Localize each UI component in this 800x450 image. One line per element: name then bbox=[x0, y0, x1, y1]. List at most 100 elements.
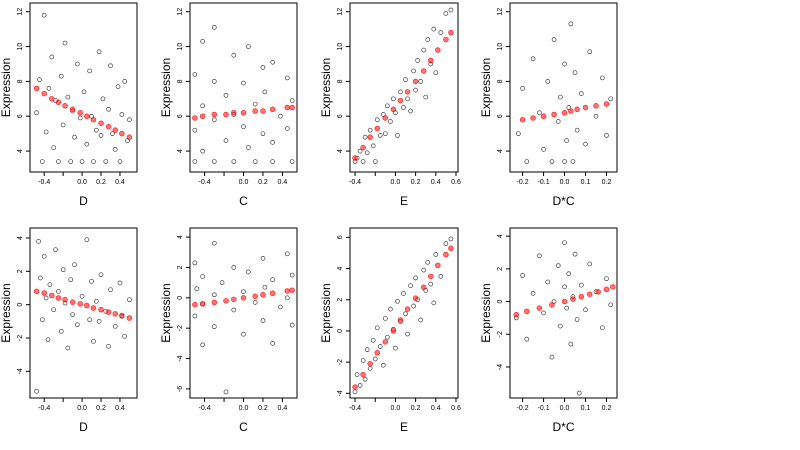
panel-row1-col1: -0.4 0.0 0.2 0.4 4 6 8 10 12 D Expression bbox=[0, 2, 138, 208]
observed-point bbox=[39, 317, 45, 323]
y-tick-label: 2 bbox=[17, 269, 24, 273]
fitted-point bbox=[211, 111, 218, 118]
plot-frame bbox=[509, 2, 618, 173]
observed-point bbox=[270, 277, 276, 282]
x-tick-label: -0.4 bbox=[349, 405, 361, 412]
observed-point bbox=[587, 49, 593, 55]
x-tick-label: 0.0 bbox=[239, 405, 249, 412]
observed-point bbox=[37, 77, 42, 83]
observed-point bbox=[545, 279, 551, 285]
observed-point bbox=[241, 331, 246, 337]
fitted-point bbox=[519, 116, 526, 123]
observed-point bbox=[566, 271, 572, 277]
observed-point bbox=[558, 323, 563, 329]
observed-point bbox=[289, 322, 295, 328]
observed-point bbox=[110, 131, 115, 137]
fitted-point bbox=[443, 36, 449, 43]
fitted-point bbox=[435, 47, 441, 53]
y-tick-label: -4 bbox=[497, 364, 504, 370]
y-tick-label: 8 bbox=[497, 79, 504, 83]
plot-frame bbox=[29, 2, 138, 173]
fitted-point bbox=[231, 110, 237, 116]
observed-point bbox=[65, 94, 71, 100]
observed-point bbox=[576, 390, 582, 396]
observed-point bbox=[551, 37, 557, 42]
y-tick-label: 8 bbox=[17, 79, 24, 83]
x-tick-label: 0.0 bbox=[239, 179, 249, 186]
observed-point bbox=[352, 389, 358, 395]
x-tick-label: -0.1 bbox=[538, 405, 550, 412]
observed-point bbox=[382, 316, 388, 321]
fitted-point bbox=[593, 103, 599, 109]
observed-point bbox=[192, 127, 198, 133]
panel-row1-col2: -0.4 0.0 0.2 0.4 4 6 8 10 12 C Expression bbox=[159, 2, 298, 208]
y-tick-label: 12 bbox=[337, 8, 344, 16]
observed-point bbox=[65, 345, 71, 351]
observed-point bbox=[84, 237, 90, 243]
observed-point bbox=[562, 240, 567, 246]
observed-point bbox=[431, 26, 437, 32]
observed-point bbox=[520, 273, 525, 278]
observed-point bbox=[91, 338, 96, 344]
fitted-point bbox=[112, 311, 118, 317]
fitted-point bbox=[289, 287, 295, 293]
fitted-point bbox=[374, 350, 381, 356]
fitted-point bbox=[260, 292, 266, 298]
y-tick-label: 10 bbox=[337, 43, 344, 51]
observed-point bbox=[599, 75, 605, 81]
observed-point bbox=[568, 341, 574, 347]
observed-point bbox=[370, 337, 376, 343]
observed-point bbox=[211, 79, 217, 84]
observed-point bbox=[231, 307, 237, 313]
observed-point bbox=[362, 134, 368, 140]
fitted-point bbox=[55, 295, 62, 301]
y-tick-label: -4 bbox=[17, 368, 24, 374]
observed-point bbox=[58, 328, 64, 334]
y-tick-label: 12 bbox=[177, 8, 184, 16]
x-axis-title: D bbox=[79, 194, 88, 208]
observed-point bbox=[72, 134, 77, 140]
observed-point bbox=[84, 141, 90, 147]
observed-point bbox=[374, 117, 380, 123]
fitted-point bbox=[578, 293, 585, 300]
observed-point bbox=[117, 159, 123, 164]
observed-point bbox=[421, 267, 427, 273]
observed-point bbox=[106, 106, 111, 112]
observed-point bbox=[284, 295, 290, 301]
observed-point bbox=[74, 61, 80, 67]
fitted-point bbox=[412, 295, 419, 301]
fitted-point bbox=[84, 302, 90, 309]
fitted-point bbox=[568, 108, 574, 114]
observed-point bbox=[194, 286, 200, 292]
observed-point bbox=[284, 126, 290, 131]
fitted-point bbox=[49, 96, 55, 102]
y-tick-label: -2 bbox=[337, 359, 344, 365]
observed-point bbox=[583, 307, 588, 313]
x-axis-title: C bbox=[239, 420, 248, 434]
fitted-point bbox=[84, 113, 90, 119]
x-axis-title: D*C bbox=[552, 420, 574, 434]
x-tick-label: -0.4 bbox=[38, 405, 50, 412]
observed-point bbox=[572, 251, 578, 257]
observed-point bbox=[524, 159, 530, 164]
observed-point bbox=[58, 73, 64, 79]
x-tick-label: -0.2 bbox=[517, 405, 529, 412]
observed-point bbox=[357, 148, 363, 154]
observed-point bbox=[223, 92, 229, 98]
observed-point bbox=[415, 58, 420, 63]
y-tick-label: 4 bbox=[337, 149, 344, 153]
y-axis-title: Expression bbox=[479, 283, 493, 342]
observed-point bbox=[572, 70, 578, 76]
fitted-point bbox=[33, 85, 40, 92]
observed-point bbox=[127, 297, 132, 303]
fitted-point bbox=[530, 115, 536, 121]
fitted-point bbox=[390, 106, 397, 113]
y-axis-title: Expression bbox=[479, 58, 493, 117]
y-tick-label: 6 bbox=[17, 114, 24, 118]
y-tick-label: 12 bbox=[17, 8, 24, 16]
fitted-point bbox=[252, 108, 258, 114]
fitted-point bbox=[269, 290, 276, 297]
fitted-point bbox=[390, 328, 397, 334]
observed-point bbox=[433, 70, 439, 76]
fitted-point bbox=[352, 384, 358, 390]
